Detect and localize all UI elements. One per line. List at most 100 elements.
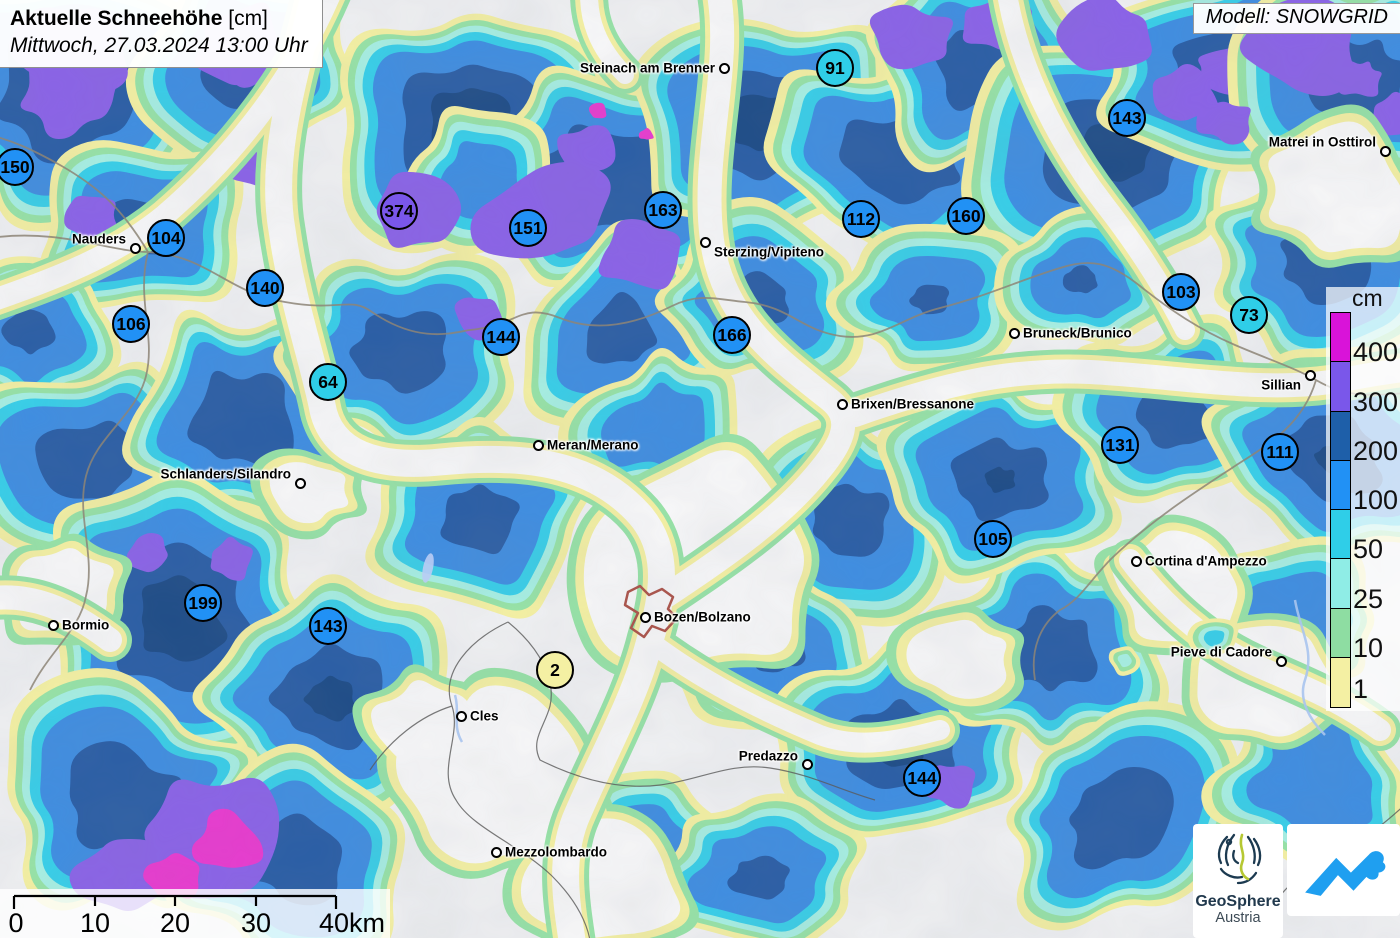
map-title: Aktuelle Schneehöhe [cm] [10, 7, 268, 30]
place-dot [532, 439, 544, 451]
legend-segment [1331, 411, 1350, 461]
legend-tick-label: 25 [1353, 583, 1384, 614]
place-label: Meran/Merano [547, 437, 639, 453]
station-marker: 144 [482, 318, 520, 356]
station-marker: 166 [713, 316, 751, 354]
scale-bar-graphic: 0 10 20 30 40km [8, 894, 385, 938]
station-marker: 199 [184, 584, 222, 622]
station-marker: 64 [309, 363, 347, 401]
legend-tick-label: 200 [1353, 435, 1399, 466]
legend-segment [1331, 559, 1350, 609]
station-marker: 2 [536, 651, 574, 689]
place-dot [1304, 369, 1316, 381]
station-marker: 112 [842, 200, 880, 238]
map-title-box: Aktuelle Schneehöhe [cm] Mittwoch, 27.03… [0, 0, 323, 68]
station-marker: 105 [974, 520, 1012, 558]
place-label: Nauders [71, 231, 126, 247]
station-value: 144 [907, 767, 937, 788]
place-dot [47, 619, 59, 631]
legend-tick-label: 10 [1353, 632, 1384, 663]
station-value: 160 [951, 205, 981, 226]
place-label: Cles [470, 708, 499, 724]
place-label: Sillian [1261, 377, 1301, 393]
legend-segment [1331, 657, 1350, 707]
legend-unit: cm [1352, 285, 1383, 311]
station-marker: 163 [644, 191, 682, 229]
place-dot [490, 846, 502, 858]
legend-segment [1331, 313, 1350, 363]
legend-color-bar [1330, 312, 1351, 708]
station-marker: 103 [1162, 273, 1200, 311]
station-value: 199 [188, 592, 218, 613]
place-label: Matrei in Osttirol [1268, 134, 1376, 150]
geosphere-icon [1217, 833, 1262, 885]
station-value: 151 [513, 217, 543, 238]
station-marker: 151 [509, 209, 547, 247]
station-value: 111 [1266, 441, 1294, 462]
station-marker: 104 [147, 219, 185, 257]
station-value: 103 [1166, 281, 1196, 302]
station-marker: 106 [112, 305, 150, 343]
legend-segment [1331, 608, 1350, 658]
station-value: 131 [1105, 434, 1135, 455]
place-label: Schlanders/Silandro [160, 466, 291, 482]
place-dot [718, 62, 730, 74]
station-value: 374 [384, 200, 414, 221]
station-marker: 144 [903, 759, 941, 797]
station-value: 105 [978, 528, 1008, 549]
scale-label: 40km [319, 908, 385, 938]
station-value: 73 [1239, 304, 1259, 325]
station-marker: 143 [1108, 99, 1146, 137]
legend-tick-label: 50 [1353, 534, 1384, 565]
place-dot [1130, 555, 1142, 567]
place-dot [1008, 327, 1020, 339]
station-value: 104 [151, 227, 181, 248]
scale-bar: 0 10 20 30 40km [0, 889, 390, 938]
place-label: Sterzing/Vipiteno [714, 244, 825, 260]
model-label: Modell: SNOWGRID [1192, 3, 1400, 34]
geosphere-logo-country: Austria [1215, 910, 1261, 926]
place-label: Bruneck/Brunico [1023, 325, 1132, 341]
map-datetime: Mittwoch, 27.03.2024 13:00 Uhr [10, 34, 308, 57]
station-value: 144 [486, 326, 516, 347]
legend-tick-label: 1 [1353, 674, 1369, 704]
station-value: 2 [550, 659, 560, 680]
geosphere-logo-text: GeoSphere [1195, 893, 1281, 910]
avalanche-report-logo [1287, 824, 1400, 916]
legend: cm 400 300 200 100 50 25 10 1 [1326, 285, 1400, 711]
place-dot [294, 477, 306, 489]
station-value: 106 [116, 313, 146, 334]
legend-tick-label: 300 [1353, 386, 1399, 417]
station-marker: 374 [380, 192, 418, 230]
scale-label: 30 [241, 908, 271, 938]
place-label: Mezzolombardo [505, 844, 608, 860]
legend-segment [1331, 460, 1350, 510]
legend-segment [1331, 362, 1350, 412]
place-dot [836, 398, 848, 410]
place-dot [1275, 655, 1287, 667]
place-dot [801, 758, 813, 770]
place-label: Cortina d'Ampezzo [1145, 553, 1267, 569]
legend-segment [1331, 510, 1350, 560]
scale-label: 10 [80, 908, 110, 938]
station-marker: 73 [1230, 296, 1268, 334]
avalanche-report-icon [1304, 851, 1385, 896]
station-value: 112 [846, 208, 876, 229]
scale-label: 0 [8, 908, 23, 938]
place-label: Brixen/Bressanone [851, 396, 975, 412]
station-marker: 160 [947, 197, 985, 235]
station-value: 140 [250, 277, 280, 298]
geosphere-logo: GeoSphere Austria [1193, 824, 1283, 938]
station-value: 143 [1112, 107, 1142, 128]
place-label: Bormio [62, 617, 110, 633]
station-value: 91 [825, 57, 845, 78]
station-marker: 111 [1261, 433, 1299, 471]
station-value: 143 [313, 615, 343, 636]
station-marker: 91 [816, 49, 854, 87]
place-label: Pieve di Cadore [1170, 644, 1272, 660]
legend-tick-label: 100 [1353, 485, 1399, 515]
station-marker: 140 [246, 269, 284, 307]
station-value: 64 [318, 371, 338, 392]
